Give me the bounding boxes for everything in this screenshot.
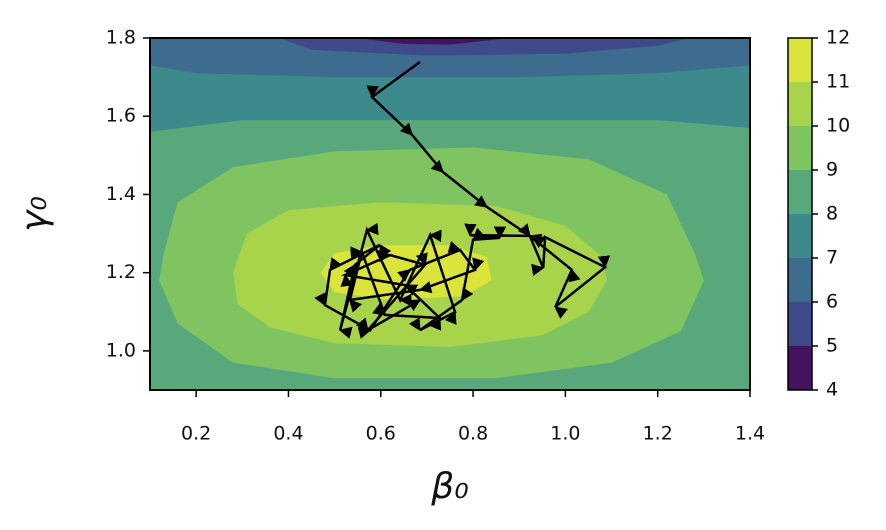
colorbar-tick-label: 12 bbox=[826, 27, 850, 49]
colorbar-tick-label: 6 bbox=[826, 291, 838, 313]
contour-region bbox=[279, 38, 690, 56]
x-tick-label: 1.4 bbox=[735, 423, 765, 445]
x-tick-label: 0.6 bbox=[366, 423, 396, 445]
colorbar-band bbox=[788, 214, 812, 258]
x-tick-label: 1.2 bbox=[643, 423, 673, 445]
y-tick-label: 1.6 bbox=[106, 105, 136, 127]
y-tick-label: 1.8 bbox=[106, 27, 136, 49]
colorbar-tick-label: 8 bbox=[826, 203, 838, 225]
x-axis-label: β₀ bbox=[430, 466, 468, 507]
y-axis-label: γ₀ bbox=[14, 196, 55, 232]
y-tick-label: 1.4 bbox=[106, 183, 136, 205]
plot-frame bbox=[149, 37, 751, 391]
colorbar-tick-label: 5 bbox=[826, 335, 838, 357]
colorbar-tick-label: 9 bbox=[826, 159, 838, 181]
x-tick-label: 0.4 bbox=[273, 423, 303, 445]
x-tick-label: 1.0 bbox=[550, 423, 580, 445]
colorbar-band bbox=[788, 126, 812, 170]
colorbar-band bbox=[788, 38, 812, 82]
colorbar-tick-label: 10 bbox=[826, 115, 850, 137]
colorbar-band bbox=[788, 82, 812, 126]
colorbar-tick-label: 7 bbox=[826, 247, 838, 269]
colorbar-band bbox=[788, 302, 812, 346]
colorbar-band bbox=[788, 170, 812, 214]
colorbar-tick-label: 4 bbox=[826, 379, 838, 401]
plot-area bbox=[150, 38, 750, 390]
y-tick-label: 1.0 bbox=[106, 339, 136, 361]
x-tick-label: 0.2 bbox=[181, 423, 211, 445]
colorbar-band bbox=[788, 346, 812, 390]
x-tick-label: 0.8 bbox=[458, 423, 488, 445]
colorbar-band bbox=[788, 258, 812, 302]
colorbar-tick-label: 11 bbox=[826, 71, 850, 93]
trajectory bbox=[314, 60, 611, 339]
y-tick-label: 1.2 bbox=[106, 261, 136, 283]
contour-region bbox=[357, 38, 510, 45]
